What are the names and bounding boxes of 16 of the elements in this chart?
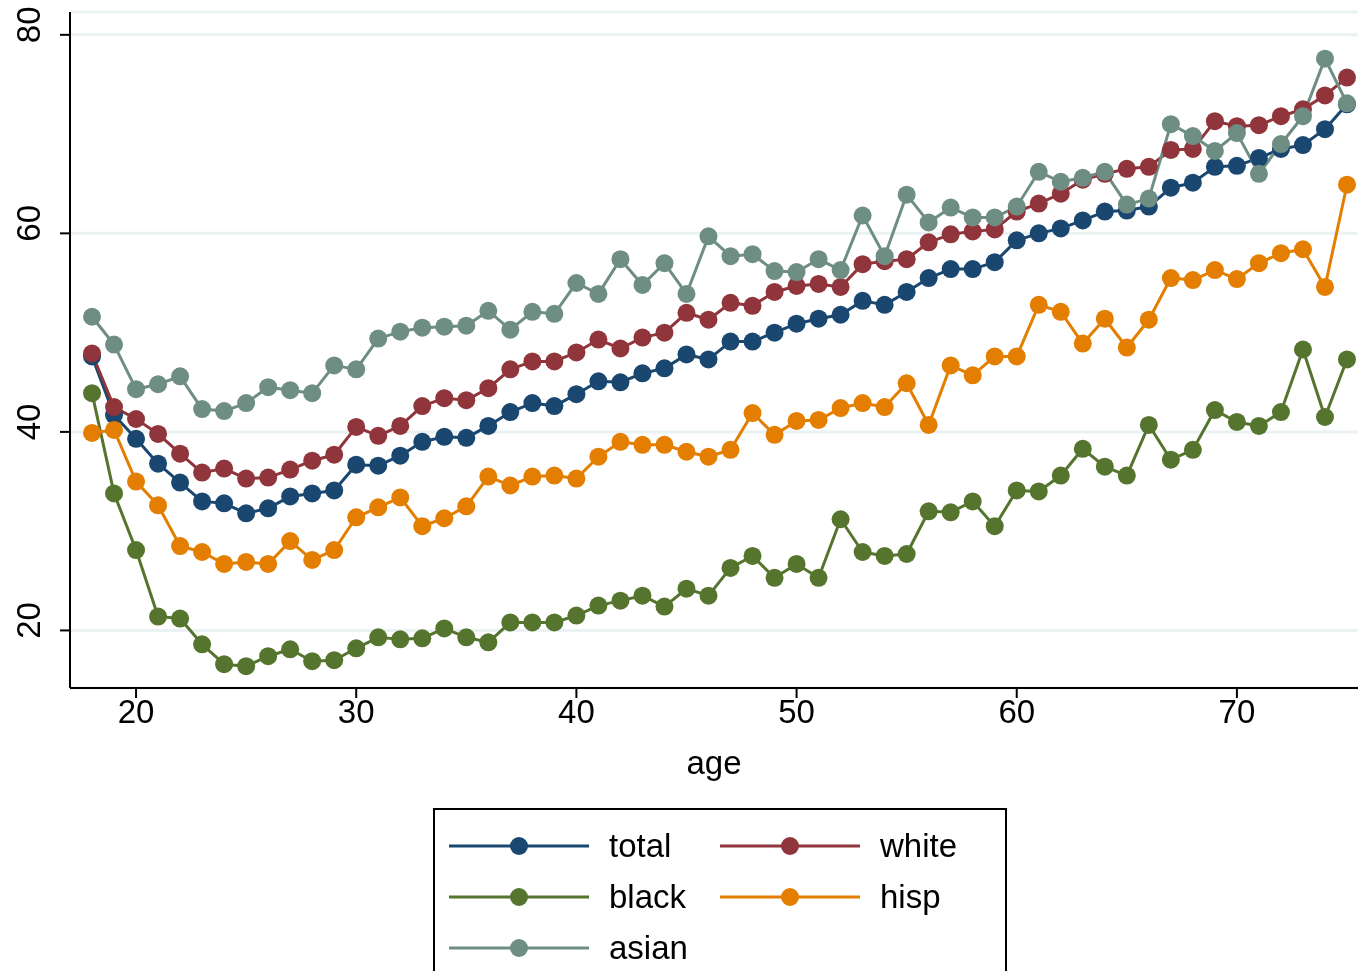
y-tick-label: 80 bbox=[10, 6, 47, 44]
legend-label: hisp bbox=[880, 877, 941, 916]
y-tick-label: 60 bbox=[10, 205, 47, 242]
x-tick-label: 20 bbox=[117, 693, 155, 731]
y-tick-label: 40 bbox=[10, 403, 47, 441]
x-axis-title: age bbox=[686, 744, 742, 781]
x-tick-label: 60 bbox=[998, 693, 1036, 731]
legend-label: asian bbox=[609, 928, 688, 967]
legend-label: white bbox=[880, 826, 958, 865]
legend-label: black bbox=[609, 877, 687, 916]
x-tick-label: 50 bbox=[778, 693, 815, 731]
y-tick-label: 20 bbox=[10, 602, 47, 639]
x-tick-label: 70 bbox=[1218, 693, 1256, 731]
x-tick-label: 30 bbox=[337, 693, 375, 731]
x-tick-label: 40 bbox=[558, 693, 595, 731]
legend-label: total bbox=[609, 826, 672, 865]
